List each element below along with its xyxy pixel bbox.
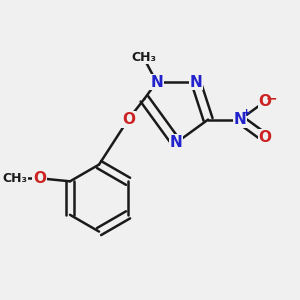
Text: O: O <box>258 94 272 109</box>
Text: N: N <box>170 135 183 150</box>
Text: N: N <box>234 112 247 127</box>
Text: CH₃: CH₃ <box>2 172 27 185</box>
Text: O: O <box>122 112 135 127</box>
Text: O: O <box>33 171 46 186</box>
Text: N: N <box>150 75 163 90</box>
Text: N: N <box>190 75 202 90</box>
Text: O: O <box>258 130 272 145</box>
Text: +: + <box>242 108 251 118</box>
Text: CH₃: CH₃ <box>131 51 156 64</box>
Text: −: − <box>266 91 277 105</box>
